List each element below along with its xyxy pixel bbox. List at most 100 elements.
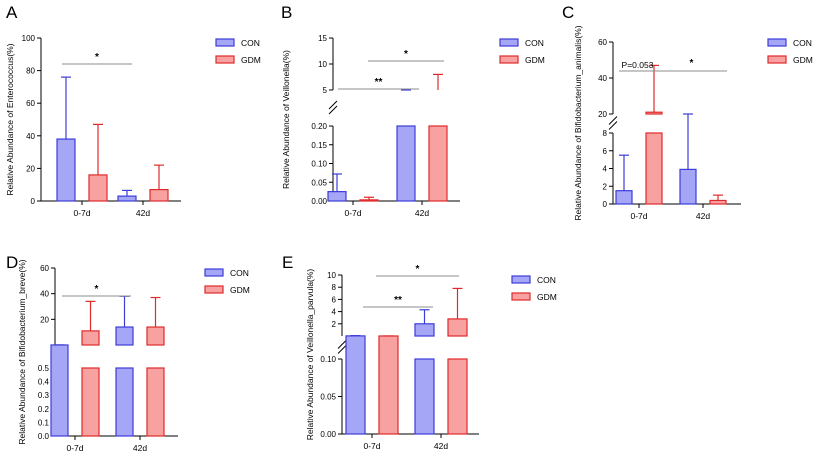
significance-label: ** <box>375 77 383 88</box>
y-tick-label: 80 <box>26 67 35 76</box>
axis-break-mark <box>608 116 618 125</box>
legend-label: CON <box>793 38 812 48</box>
y-tick-label: 2 <box>603 182 608 191</box>
panel-c: C 0 2 4 6 8 20 40 60 0-7d 42d Relative Abundance o… <box>562 3 813 221</box>
significance-label: * <box>416 264 420 275</box>
x-tick-label: 42d <box>133 443 147 453</box>
panel-letter-e: E <box>282 253 293 272</box>
axis-break-mark <box>328 105 338 115</box>
legend-swatch <box>767 38 787 47</box>
panel-letter-b: B <box>281 3 292 22</box>
panel-d: D 0.0 0.1 0.2 0.3 0.4 0.5 20 40 60 0-7d 42d Relativ… <box>6 253 250 453</box>
y-tick-label: 20 <box>40 315 49 324</box>
bar <box>50 344 69 437</box>
x-tick-label: 42d <box>434 441 448 451</box>
axis-break-mark <box>328 100 338 110</box>
legend-label: GDM <box>241 55 261 65</box>
y-tick-label: 10 <box>318 60 327 69</box>
significance-label: * <box>690 58 694 69</box>
panel-letter-d: D <box>6 253 18 272</box>
bar <box>615 190 633 205</box>
x-tick-label: 42d <box>136 208 150 218</box>
bar-upper <box>115 326 134 346</box>
bar <box>359 199 379 202</box>
x-tick-label: 0-7d <box>73 208 90 218</box>
panel-e: E 0.00 0.05 0.10 2 4 6 8 10 0-7d 42d Relative Abun… <box>282 253 557 451</box>
y-tick-label: 8 <box>332 283 337 292</box>
legend-swatch <box>215 38 235 47</box>
legend-swatch <box>767 55 787 64</box>
legend-swatch <box>511 292 531 301</box>
bar-upper <box>81 330 100 346</box>
y-tick-label: 8 <box>603 129 608 138</box>
y-tick-label: 0.0 <box>38 432 50 441</box>
y-tick-label: 0.3 <box>38 391 50 400</box>
legend-swatch <box>215 55 235 64</box>
y-tick-label: 60 <box>26 99 35 108</box>
y-tick-label: 0.00 <box>320 430 336 439</box>
bar <box>117 195 137 202</box>
y-tick-label: 60 <box>40 264 49 273</box>
y-tick-label: 60 <box>598 38 607 47</box>
legend-label: CON <box>537 275 556 285</box>
y-tick-label: 40 <box>598 74 607 83</box>
y-tick-label: 0.1 <box>38 418 50 427</box>
y-tick-label: 0.5 <box>38 364 50 373</box>
y-tick-label: 20 <box>26 164 35 173</box>
legend-swatch <box>499 38 519 47</box>
y-tick-label: 0.4 <box>38 378 50 387</box>
bar <box>447 358 468 435</box>
x-tick-label: 0-7d <box>363 441 380 451</box>
y-tick-label: 6 <box>332 295 337 304</box>
y-axis-label: Relative Abundance of Veillonella_parvul… <box>305 269 315 441</box>
significance-label: ** <box>394 295 402 306</box>
bar <box>327 191 347 202</box>
bar <box>149 188 169 202</box>
significance-label: P=0.053 <box>622 60 654 70</box>
bar <box>81 367 100 437</box>
y-tick-label: 0 <box>603 200 608 209</box>
panel-b: B 0.00 0.05 0.10 0.15 0.20 5 10 15 0-7d 42d Relati… <box>281 3 545 218</box>
panel-letter-c: C <box>562 3 574 22</box>
y-tick-label: 4 <box>603 165 608 174</box>
y-tick-label: 100 <box>22 34 36 43</box>
y-tick-label: 40 <box>26 132 35 141</box>
legend-label: GDM <box>793 55 813 65</box>
bar <box>709 199 727 205</box>
bar-upper <box>414 323 435 337</box>
bar <box>56 138 76 202</box>
legend-label: GDM <box>230 285 250 295</box>
y-tick-label: 0.00 <box>311 197 327 206</box>
y-axis-label: Relative Abundance of Bifidobacterium_an… <box>573 25 583 220</box>
y-tick-label: 20 <box>598 110 607 119</box>
bar <box>345 335 366 435</box>
significance-label: * <box>95 52 99 63</box>
x-tick-label: 0-7d <box>66 443 83 453</box>
bar <box>396 125 416 202</box>
bar <box>679 168 697 205</box>
legend-swatch <box>499 55 519 64</box>
bar <box>414 358 435 435</box>
bar <box>115 367 134 437</box>
y-tick-label: 2 <box>332 320 337 329</box>
y-tick-label: 4 <box>332 308 337 317</box>
panel-letter-a: A <box>6 3 18 22</box>
significance-label: * <box>95 284 99 295</box>
y-tick-label: 40 <box>40 290 49 299</box>
bar-upper <box>146 326 165 346</box>
y-tick-label: 0.2 <box>38 405 50 414</box>
legend-label: CON <box>230 268 249 278</box>
legend-swatch <box>511 275 531 284</box>
y-tick-label: 0.10 <box>320 355 336 364</box>
y-tick-label: 0 <box>31 197 36 206</box>
bar-upper <box>645 111 663 115</box>
y-tick-label: 0.05 <box>320 393 336 402</box>
bar-upper <box>447 318 468 337</box>
axis-break-mark <box>337 340 347 349</box>
y-axis-label: Relative Abundance of Bifidobacterium_br… <box>17 259 27 444</box>
x-tick-label: 0-7d <box>344 208 361 218</box>
x-tick-label: 42d <box>696 211 710 221</box>
x-tick-label: 42d <box>415 208 429 218</box>
bar <box>428 125 448 202</box>
